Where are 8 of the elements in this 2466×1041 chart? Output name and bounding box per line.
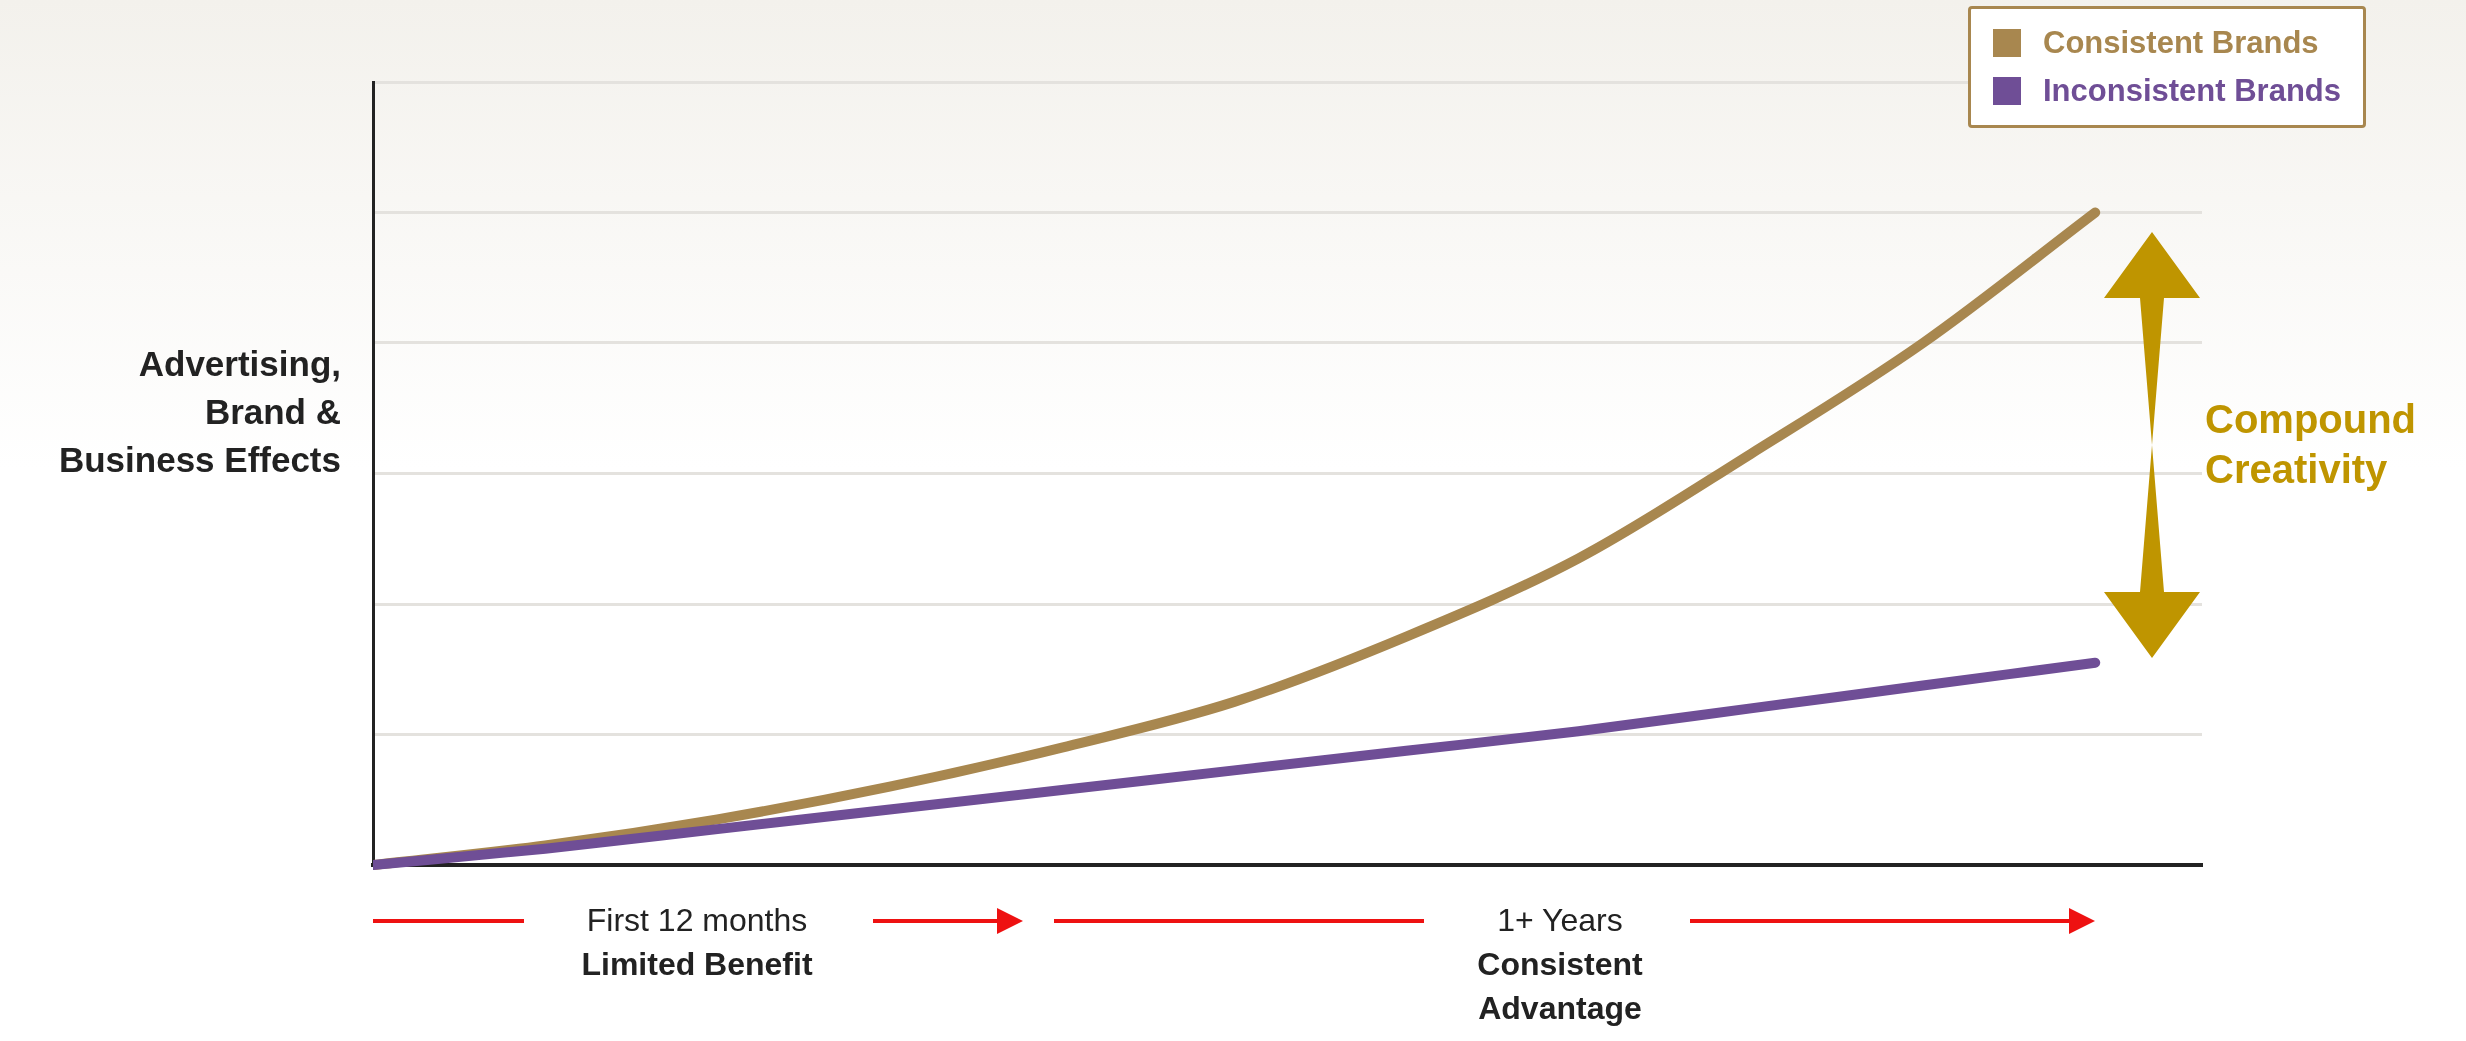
legend-label: Consistent Brands	[2042, 24, 2320, 62]
y-axis-title: Advertising, Brand & Business Effects	[57, 343, 341, 481]
text: Consistent Advantage	[1476, 945, 1644, 1028]
text: First 12 months	[585, 901, 809, 940]
text: 1+ Years	[1496, 901, 1624, 940]
legend-label: Inconsistent Brands	[2042, 72, 2341, 110]
text: Limited Benefit	[580, 945, 814, 984]
text: Compound Creativity	[2205, 396, 2418, 493]
